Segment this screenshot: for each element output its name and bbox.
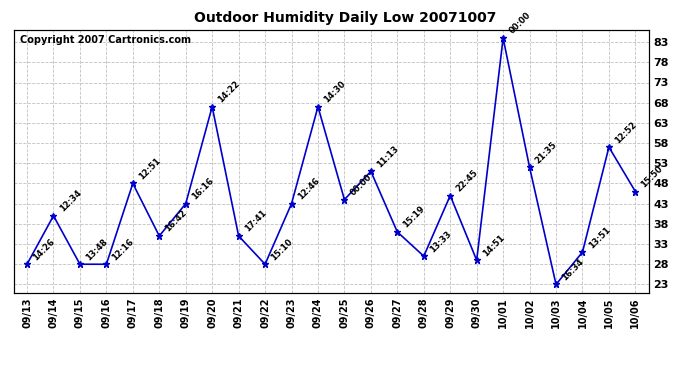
Text: 00:00: 00:00 (507, 11, 532, 36)
Text: 12:52: 12:52 (613, 120, 638, 145)
Text: 13:51: 13:51 (586, 225, 612, 250)
Text: 13:48: 13:48 (84, 237, 109, 262)
Text: 16:42: 16:42 (164, 209, 189, 234)
Text: 12:46: 12:46 (296, 176, 321, 201)
Text: 14:26: 14:26 (31, 237, 57, 262)
Text: 22:45: 22:45 (455, 168, 480, 194)
Text: 15:19: 15:19 (402, 204, 427, 230)
Text: 12:16: 12:16 (110, 237, 136, 262)
Text: 12:51: 12:51 (137, 156, 162, 181)
Text: 14:22: 14:22 (217, 79, 241, 105)
Text: 00:00: 00:00 (348, 172, 373, 198)
Text: Copyright 2007 Cartronics.com: Copyright 2007 Cartronics.com (20, 35, 191, 45)
Text: 15:10: 15:10 (269, 237, 295, 262)
Text: 16:34: 16:34 (560, 257, 586, 282)
Text: 13:33: 13:33 (428, 229, 453, 254)
Text: Outdoor Humidity Daily Low 20071007: Outdoor Humidity Daily Low 20071007 (194, 11, 496, 25)
Text: 12:34: 12:34 (58, 188, 83, 214)
Text: 21:35: 21:35 (534, 140, 559, 165)
Text: 17:41: 17:41 (243, 209, 268, 234)
Text: 15:50: 15:50 (640, 164, 665, 189)
Text: 16:16: 16:16 (190, 176, 215, 201)
Text: 14:51: 14:51 (481, 232, 506, 258)
Text: 11:13: 11:13 (375, 144, 400, 169)
Text: 14:30: 14:30 (322, 80, 347, 105)
